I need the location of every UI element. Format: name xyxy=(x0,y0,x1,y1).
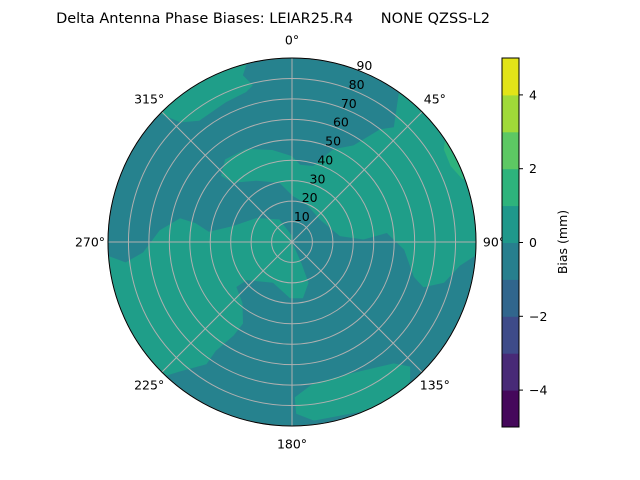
colorbar-band xyxy=(502,390,519,428)
radial-tick-label: 10 xyxy=(294,209,310,224)
chart-title: Delta Antenna Phase Biases: LEIAR25.R4 N… xyxy=(56,11,490,27)
colorbar-tick-label: −2 xyxy=(529,309,547,324)
angular-tick-label: 180° xyxy=(277,437,307,452)
colorbar-band xyxy=(502,168,519,207)
angular-tick-label: 0° xyxy=(285,33,299,48)
colorbar-tick-label: −4 xyxy=(529,383,547,398)
colorbar-band xyxy=(502,279,519,317)
radial-tick-label: 70 xyxy=(341,96,357,111)
radial-tick-label: 20 xyxy=(302,190,318,205)
colorbar-band xyxy=(502,353,519,391)
angular-gridline xyxy=(291,111,423,243)
angular-tick-label: 135° xyxy=(420,377,450,392)
radial-tick-label: 80 xyxy=(349,77,365,92)
colorbar-band xyxy=(502,242,519,280)
angular-gridline xyxy=(161,241,293,373)
colorbar-band xyxy=(502,58,519,96)
contour-region-west-center xyxy=(108,218,309,380)
colorbar-band xyxy=(502,316,519,354)
angular-gridline xyxy=(291,241,423,373)
colorbar-band xyxy=(502,94,519,133)
angular-tick-label: 270° xyxy=(75,235,105,250)
polar-frame xyxy=(107,57,477,427)
radial-tick-label: 30 xyxy=(310,171,326,186)
radial-tick-label: 60 xyxy=(333,115,349,130)
colorbar-band xyxy=(502,131,519,170)
polar-grid xyxy=(107,57,477,427)
angular-tick-label: 90° xyxy=(483,235,505,250)
angular-tick-label: 45° xyxy=(424,92,446,107)
contour-region-north-east xyxy=(221,81,476,288)
colorbar-band xyxy=(502,205,519,243)
angular-tick-label: 225° xyxy=(134,377,164,392)
radial-tick-label: 50 xyxy=(325,134,341,149)
angular-gridline xyxy=(161,111,293,243)
colorbar-tick-label: 2 xyxy=(529,161,537,176)
colorbar-tick-label: 0 xyxy=(529,235,537,250)
angular-tick-label: 315° xyxy=(134,92,164,107)
radial-tick-label: 90 xyxy=(356,58,372,73)
colorbar-tick-label: 4 xyxy=(529,87,537,102)
radial-tick-label: 40 xyxy=(317,152,333,167)
colorbar-label: Bias (mm) xyxy=(555,210,570,274)
colorbar: −4 −2 0 2 4 xyxy=(501,57,547,428)
